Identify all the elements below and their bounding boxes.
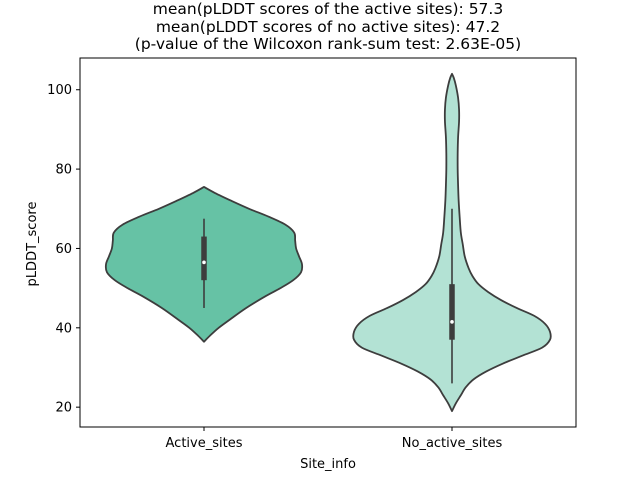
iqr-box-active-sites	[201, 236, 207, 281]
chart-title-line-1: mean(pLDDT scores of the active sites): …	[153, 0, 503, 18]
y-tick-label-80: 80	[55, 163, 72, 178]
chart-title-line-2: mean(pLDDT scores of no active sites): 4…	[156, 18, 500, 36]
median-point-no-active-sites	[450, 320, 454, 324]
y-axis: 20 40 60 80 100	[47, 83, 80, 416]
y-tick-label-100: 100	[47, 83, 72, 98]
x-tick-label-no-active-sites: No_active_sites	[402, 436, 503, 451]
plot-area	[104, 72, 552, 413]
y-tick-label-40: 40	[55, 321, 72, 336]
plot-frame	[79, 57, 577, 428]
x-axis-label: Site_info	[300, 457, 356, 472]
y-tick-label-60: 60	[55, 242, 72, 257]
y-axis-label: pLDDT_score	[25, 202, 40, 287]
x-axis: Active_sites No_active_sites	[166, 427, 503, 451]
x-tick-label-active-sites: Active_sites	[166, 436, 243, 451]
median-point-active-sites	[202, 260, 206, 265]
chart-title: mean(pLDDT scores of the active sites): …	[135, 0, 521, 53]
y-tick-label-20: 20	[55, 401, 72, 416]
iqr-box-no-active-sites	[449, 284, 455, 340]
chart-title-line-3: (p-value of the Wilcoxon rank-sum test: …	[135, 35, 521, 53]
